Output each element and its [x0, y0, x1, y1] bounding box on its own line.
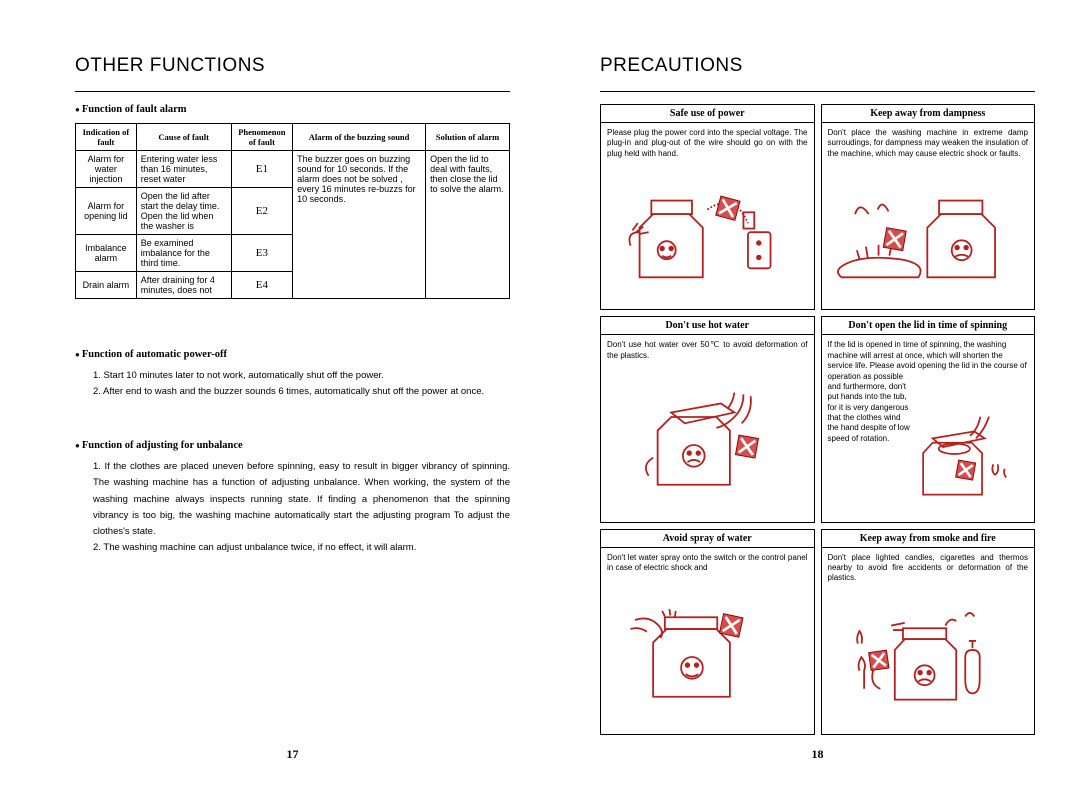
precaution-box: Keep away from smoke and fire Don't plac… — [821, 529, 1036, 735]
page-title: PRECAUTIONS — [600, 55, 1035, 77]
precaution-box: Keep away from dampness Don't place the … — [821, 104, 1036, 310]
table-cell: E3 — [231, 235, 293, 272]
divider — [600, 91, 1035, 92]
fault-table: Indication of fault Cause of fault Pheno… — [75, 123, 510, 299]
illustration-icon — [822, 164, 1035, 309]
illustration-icon — [601, 578, 814, 734]
precaution-title: Avoid spray of water — [601, 530, 814, 548]
section-header: Function of adjusting for unbalance — [75, 440, 510, 451]
table-cell: Open the lid to deal with faults, then c… — [426, 151, 510, 299]
section-header: Function of automatic power-off — [75, 349, 510, 360]
divider — [75, 91, 510, 92]
precaution-title: Don't open the lid in time of spinning — [822, 317, 1035, 335]
table-cell: E4 — [231, 272, 293, 299]
precaution-text: Don't place the washing machine in extre… — [822, 123, 1035, 164]
table-cell: Alarm for water injection — [76, 151, 137, 188]
precaution-box: Don't use hot water Don't use hot water … — [600, 316, 815, 522]
table-header: Phenomenon of fault — [231, 124, 293, 151]
table-cell: Be examined imbalance for the third time… — [136, 235, 231, 272]
page-title: OTHER FUNCTIONS — [75, 55, 510, 77]
table-cell: After draining for 4 minutes, does not — [136, 272, 231, 299]
section-text: 1. Start 10 minutes later to not work, a… — [75, 368, 510, 400]
table-cell: Open the lid after start the delay time.… — [136, 188, 231, 235]
table-header: Alarm of the buzzing sound — [293, 124, 426, 151]
precaution-text: Don't let water spray onto the switch or… — [601, 548, 814, 579]
table-cell: Entering water less than 16 minutes, res… — [136, 151, 231, 188]
table-header: Cause of fault — [136, 124, 231, 151]
page-number: 17 — [75, 747, 510, 762]
precaution-title: Don't use hot water — [601, 317, 814, 335]
table-header: Indication of fault — [76, 124, 137, 151]
precaution-box: Avoid spray of water Don't let water spr… — [600, 529, 815, 735]
precaution-text: Don't place lighted candles, cigarettes … — [822, 548, 1035, 589]
left-page: OTHER FUNCTIONS Function of fault alarm … — [75, 55, 510, 762]
illustration-icon — [601, 366, 814, 522]
table-cell: The buzzer goes on buzzing sound for 10 … — [293, 151, 426, 299]
page-number: 18 — [600, 747, 1035, 762]
precaution-text: Please plug the power cord into the spec… — [601, 123, 814, 164]
table-cell: E1 — [231, 151, 293, 188]
precaution-title: Keep away from dampness — [822, 105, 1035, 123]
precaution-box: Safe use of power Please plug the power … — [600, 104, 815, 310]
right-page: PRECAUTIONS Safe use of power Please plu… — [600, 55, 1035, 762]
illustration-icon — [902, 399, 1035, 521]
illustration-icon — [601, 164, 814, 309]
table-cell: E2 — [231, 188, 293, 235]
table-header: Solution of alarm — [426, 124, 510, 151]
section-header: Function of fault alarm — [75, 104, 510, 115]
precaution-title: Keep away from smoke and fire — [822, 530, 1035, 548]
precaution-title: Safe use of power — [601, 105, 814, 123]
precautions-grid: Safe use of power Please plug the power … — [600, 104, 1035, 735]
table-cell: Alarm for opening lid — [76, 188, 137, 235]
precaution-text: Don't use hot water over 50℃ to avoid de… — [601, 335, 814, 366]
table-cell: Imbalance alarm — [76, 235, 137, 272]
precaution-box: Don't open the lid in time of spinning I… — [821, 316, 1036, 522]
section-text: 1. If the clothes are placed uneven befo… — [75, 459, 510, 556]
table-cell: Drain alarm — [76, 272, 137, 299]
illustration-icon — [822, 589, 1035, 734]
